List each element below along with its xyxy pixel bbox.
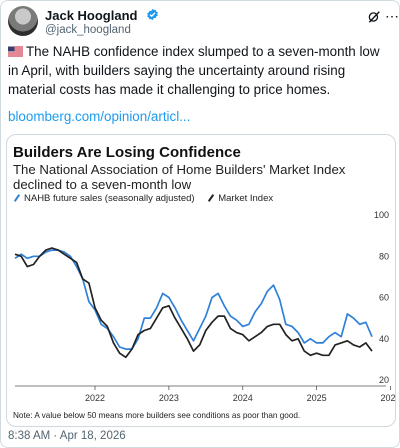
chart-subtitle: The National Association of Home Builder… [13, 162, 346, 192]
tweet-header: Jack Hoogland @jack_hoogland ⋯ [8, 6, 399, 36]
tweet-text: The NAHB confidence index slumped to a s… [8, 42, 392, 99]
series-line-market-index [14, 247, 373, 359]
chart-legend: NAHB future sales (seasonally adjusted) … [13, 193, 283, 204]
more-icon[interactable]: ⋯ [385, 8, 399, 24]
author-name[interactable]: Jack Hoogland [45, 8, 138, 23]
x-tick-label: 2026 [380, 393, 395, 403]
us-flag-icon [8, 46, 23, 57]
legend-swatch-blue [13, 194, 21, 202]
legend-item-blue: NAHB future sales (seasonally adjusted) [13, 193, 195, 204]
tweet-body: The NAHB confidence index slumped to a s… [8, 44, 380, 97]
x-tick-label: 2023 [159, 393, 179, 403]
y-tick-label: 80 [379, 251, 389, 261]
verified-badge-icon [147, 8, 158, 21]
y-tick-label: 100 [374, 210, 389, 220]
article-link[interactable]: bloomberg.com/opinion/articl... [8, 109, 191, 124]
x-tick-label: 2022 [85, 393, 105, 403]
line-chart: 100 80 60 40 20 2022 2023 2024 2025 2026 [14, 210, 395, 403]
x-tick-label: 2024 [233, 393, 253, 403]
x-tick-label: 2025 [307, 393, 327, 403]
chart-card[interactable]: Builders Are Losing Confidence The Natio… [6, 134, 396, 427]
legend-swatch-black [208, 194, 215, 202]
legend-item-black: Market Index [207, 193, 273, 204]
legend-label-black: Market Index [218, 193, 274, 204]
author-handle[interactable]: @jack_hoogland [45, 24, 131, 36]
chart-note: Note: A value below 50 means more builde… [13, 411, 301, 420]
y-tick-label: 40 [379, 334, 389, 344]
tweet-timestamp[interactable]: 8:38 AM · Apr 18, 2026 [8, 430, 126, 442]
y-tick-label: 60 [379, 293, 389, 303]
series-line-future-sales [14, 249, 373, 350]
chart-title: Builders Are Losing Confidence [13, 144, 241, 161]
avatar[interactable] [8, 6, 38, 36]
y-tick-label: 20 [379, 375, 389, 385]
grok-icon[interactable] [367, 10, 381, 24]
legend-label-blue: NAHB future sales (seasonally adjusted) [24, 193, 195, 204]
